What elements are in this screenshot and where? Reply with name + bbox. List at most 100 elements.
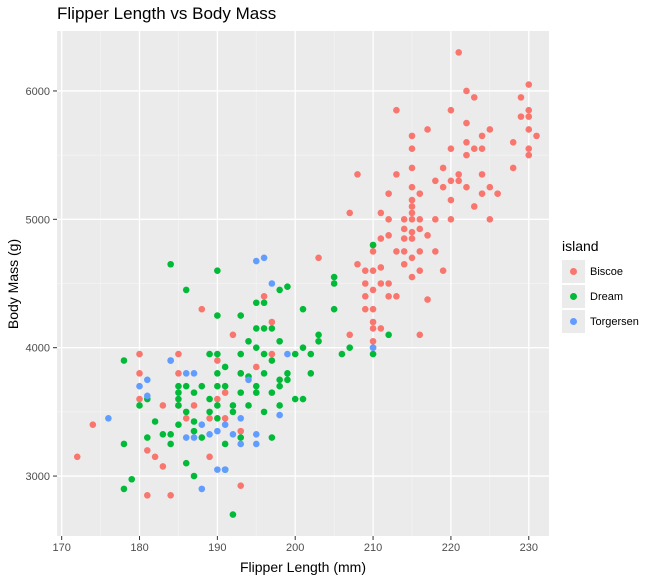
data-point-biscoe — [424, 126, 431, 133]
data-point-torgersen — [221, 421, 229, 429]
data-point-torgersen — [221, 466, 229, 473]
data-point-dream — [120, 440, 128, 448]
data-point-biscoe — [237, 482, 245, 489]
data-point-biscoe — [393, 248, 400, 255]
y-tick-label: 6000 — [26, 86, 50, 98]
data-point-biscoe — [470, 145, 478, 153]
data-point-biscoe — [206, 414, 213, 422]
data-point-biscoe — [385, 280, 392, 287]
data-point-dream — [221, 440, 229, 448]
data-point-biscoe — [377, 235, 385, 242]
data-point-torgersen — [182, 434, 190, 441]
data-point-biscoe — [408, 132, 416, 140]
data-point-biscoe — [455, 49, 462, 56]
data-point-dream — [167, 431, 174, 438]
data-point-biscoe — [517, 94, 525, 101]
data-point-biscoe — [393, 293, 400, 300]
data-point-biscoe — [463, 119, 470, 127]
data-point-biscoe — [408, 203, 416, 210]
data-point-biscoe — [478, 171, 486, 178]
data-point-biscoe — [377, 280, 385, 287]
data-point-biscoe — [369, 286, 377, 294]
data-point-dream — [385, 331, 392, 339]
data-point-biscoe — [525, 145, 533, 153]
legend-item-dream: Dream — [562, 285, 639, 310]
legend-item-biscoe: Biscoe — [562, 260, 639, 285]
data-point-dream — [284, 283, 291, 291]
data-point-biscoe — [73, 453, 81, 461]
data-point-biscoe — [439, 183, 447, 191]
data-point-biscoe — [369, 325, 377, 332]
data-point-torgersen — [252, 257, 260, 265]
data-point-biscoe — [408, 209, 416, 217]
y-tick-label: 3000 — [26, 471, 50, 483]
data-point-dream — [237, 389, 245, 396]
data-point-biscoe — [416, 216, 424, 223]
data-point-biscoe — [424, 296, 431, 303]
data-point-dream — [120, 357, 128, 364]
data-point-dream — [214, 402, 221, 409]
data-point-dream — [237, 350, 245, 358]
data-point-biscoe — [229, 331, 237, 339]
data-point-torgersen — [214, 427, 221, 435]
data-point-torgersen — [198, 421, 206, 429]
data-point-biscoe — [486, 126, 494, 133]
data-point-dream — [330, 280, 338, 287]
data-point-biscoe — [486, 216, 494, 223]
data-point-torgersen — [167, 357, 174, 364]
data-point-biscoe — [214, 357, 221, 364]
data-point-biscoe — [369, 305, 377, 313]
data-point-biscoe — [439, 267, 447, 274]
data-point-biscoe — [190, 402, 198, 409]
data-point-biscoe — [470, 94, 478, 101]
data-point-dream — [268, 389, 276, 396]
data-point-dream — [315, 337, 322, 345]
y-axis: 3000 4000 5000 6000 — [26, 86, 57, 483]
data-point-dream — [190, 418, 198, 425]
data-point-dream — [190, 427, 198, 435]
data-point-biscoe — [408, 273, 416, 281]
legend-swatch — [570, 318, 577, 325]
data-point-biscoe — [408, 235, 416, 242]
data-point-dream — [229, 408, 237, 416]
data-point-biscoe — [408, 228, 416, 236]
legend-label: Dream — [590, 290, 624, 303]
data-point-dream — [229, 511, 237, 518]
data-point-torgersen — [198, 485, 206, 493]
legend-entries: Biscoe Dream Torgersen — [562, 260, 639, 335]
data-point-dream — [299, 305, 307, 313]
data-point-dream — [268, 357, 276, 364]
data-point-biscoe — [260, 293, 268, 300]
data-point-dream — [151, 418, 159, 425]
data-point-biscoe — [144, 447, 151, 454]
data-point-torgersen — [284, 350, 291, 358]
data-point-dream — [221, 382, 229, 390]
x-tick-label: 200 — [286, 542, 304, 554]
data-point-biscoe — [361, 280, 369, 287]
y-tick-label: 5000 — [26, 214, 50, 226]
data-point-biscoe — [416, 331, 424, 339]
data-point-dream — [175, 402, 182, 409]
data-point-biscoe — [478, 145, 486, 153]
data-point-biscoe — [408, 183, 416, 191]
data-point-biscoe — [400, 260, 408, 268]
data-point-biscoe — [447, 145, 455, 153]
data-point-biscoe — [252, 363, 260, 371]
data-point-biscoe — [416, 225, 424, 233]
data-point-dream — [190, 472, 198, 480]
x-axis: 170 180 190 200 210 220 230 — [52, 536, 538, 554]
data-point-biscoe — [369, 248, 377, 255]
data-point-dream — [307, 370, 315, 377]
data-point-dream — [284, 376, 291, 384]
data-point-dream — [252, 389, 260, 396]
data-point-dream — [229, 402, 237, 409]
data-point-dream — [214, 312, 221, 319]
data-point-dream — [369, 241, 377, 249]
data-point-biscoe — [385, 190, 392, 197]
data-point-torgersen — [252, 440, 260, 448]
data-point-biscoe — [136, 350, 143, 358]
data-point-dream — [198, 434, 206, 441]
data-point-dream — [284, 370, 291, 377]
data-point-torgersen — [182, 370, 190, 377]
data-point-biscoe — [470, 203, 478, 210]
